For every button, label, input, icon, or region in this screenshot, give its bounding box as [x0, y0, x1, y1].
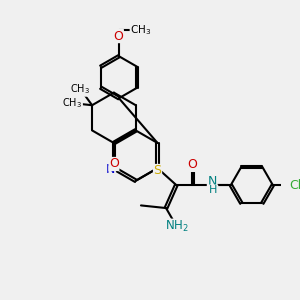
Text: N: N [207, 175, 217, 188]
Text: CH$_3$: CH$_3$ [70, 82, 90, 96]
Text: N: N [106, 163, 115, 176]
Text: O: O [113, 30, 123, 43]
Text: O: O [109, 158, 119, 170]
Text: CH$_3$: CH$_3$ [62, 96, 82, 110]
Text: Cl: Cl [290, 178, 300, 191]
Text: S: S [154, 164, 161, 178]
Text: CH$_3$: CH$_3$ [131, 23, 152, 37]
Text: H: H [209, 185, 218, 195]
Text: CH$_3$: CH$_3$ [130, 23, 152, 37]
Text: NH$_2$: NH$_2$ [165, 219, 189, 234]
Text: O: O [188, 158, 197, 171]
